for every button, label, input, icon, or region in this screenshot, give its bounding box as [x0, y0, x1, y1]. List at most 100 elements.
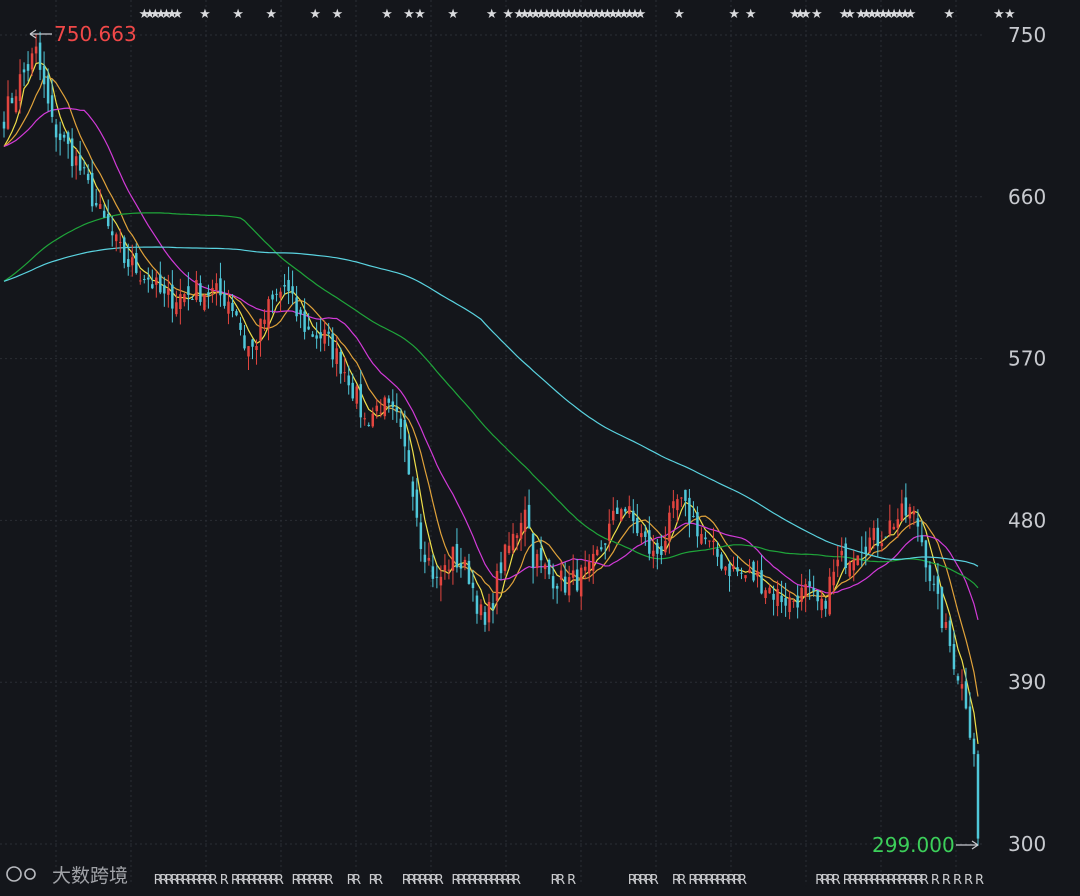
marker-star-icon: ★ [855, 7, 867, 22]
candle [307, 313, 310, 331]
candle [728, 560, 731, 592]
candle-body [680, 497, 683, 499]
marker-star-icon: ★ [866, 7, 878, 22]
marker-star-icon: ★ [530, 7, 542, 22]
y-tick-label: 570 [1008, 347, 1046, 371]
marker-r-label: R [826, 873, 835, 888]
candle-body [243, 335, 246, 349]
candle-body [872, 528, 876, 541]
marker-r-label: R [479, 873, 488, 888]
candle [828, 568, 831, 617]
max-arrow-head [29, 29, 37, 39]
candle [283, 274, 286, 295]
marker-star-icon: ★ [943, 7, 955, 22]
candle-body [375, 405, 379, 412]
candle-body [608, 523, 611, 541]
candle-body [30, 53, 34, 70]
candle [255, 339, 258, 365]
ma-60-line [3, 212, 979, 589]
candle [227, 289, 230, 325]
candle [163, 276, 166, 307]
max-value-label: 750.663 [54, 22, 137, 46]
candle [267, 296, 270, 341]
candle [748, 559, 751, 574]
candle [86, 164, 90, 184]
marker-r-label: R [192, 873, 201, 888]
candle-body [844, 543, 847, 569]
marker-r-label: R [275, 873, 284, 888]
candle-body [199, 283, 202, 302]
candle-body [527, 504, 531, 528]
candle-body [515, 535, 519, 538]
marker-r-label: R [821, 873, 830, 888]
candle [664, 526, 667, 556]
marker-r-label: R [832, 873, 841, 888]
marker-r-label: R [738, 873, 747, 888]
candle [127, 243, 130, 276]
marker-star-icon: ★ [309, 7, 321, 22]
candle-body [916, 518, 920, 527]
candle [952, 630, 956, 675]
candle [804, 578, 807, 613]
candle [46, 68, 50, 112]
candle [327, 322, 330, 346]
candle [235, 309, 238, 317]
marker-r-label: R [567, 873, 576, 888]
candle [656, 538, 659, 570]
marker-star-icon: ★ [574, 7, 586, 22]
ma-5-line [3, 61, 979, 744]
candle-body [315, 335, 318, 339]
candle-body [195, 279, 198, 300]
marker-star-icon: ★ [199, 7, 211, 22]
candle-body [215, 283, 218, 290]
marker-star-icon: ★ [745, 7, 757, 22]
marker-r-label: R [644, 873, 653, 888]
candle [395, 393, 399, 423]
candle-body [956, 676, 960, 681]
candle [724, 565, 727, 575]
candle [595, 546, 599, 557]
marker-r-label: R [176, 873, 185, 888]
candle-body [555, 585, 559, 589]
candle [796, 585, 799, 619]
candle-body [351, 382, 354, 399]
marker-r-label: R [297, 873, 306, 888]
candle-body [908, 507, 912, 519]
candle [187, 272, 190, 311]
marker-r-label: R [473, 873, 482, 888]
candle-body [151, 284, 154, 289]
candle [90, 159, 94, 212]
candle-body [712, 540, 715, 543]
candle [491, 593, 495, 624]
ma-120-line [3, 246, 979, 567]
candle-body [455, 543, 459, 568]
marker-star-icon: ★ [552, 7, 564, 22]
candle-body [403, 419, 407, 447]
candle-body [523, 509, 527, 532]
marker-star-icon: ★ [232, 7, 244, 22]
marker-star-icon: ★ [580, 7, 592, 22]
candle-body [110, 231, 114, 236]
marker-star-icon: ★ [519, 7, 531, 22]
marker-star-icon: ★ [673, 7, 685, 22]
candle [511, 523, 515, 554]
candle-body [371, 413, 374, 427]
marker-star-icon: ★ [888, 7, 900, 22]
marker-r-label: R [677, 873, 686, 888]
candle [331, 327, 334, 368]
candle [263, 309, 266, 331]
candle-body [479, 604, 483, 616]
candle [455, 528, 459, 573]
candle-body [583, 566, 587, 571]
marker-r-label: R [319, 873, 328, 888]
candle [299, 307, 302, 329]
candle-body [668, 512, 671, 542]
candle-body [628, 506, 631, 515]
candle-body [944, 622, 948, 628]
marker-r-label: R [269, 873, 278, 888]
candle [668, 505, 671, 554]
marker-r-label: R [551, 873, 560, 888]
candle [151, 269, 154, 290]
candle [143, 274, 146, 284]
